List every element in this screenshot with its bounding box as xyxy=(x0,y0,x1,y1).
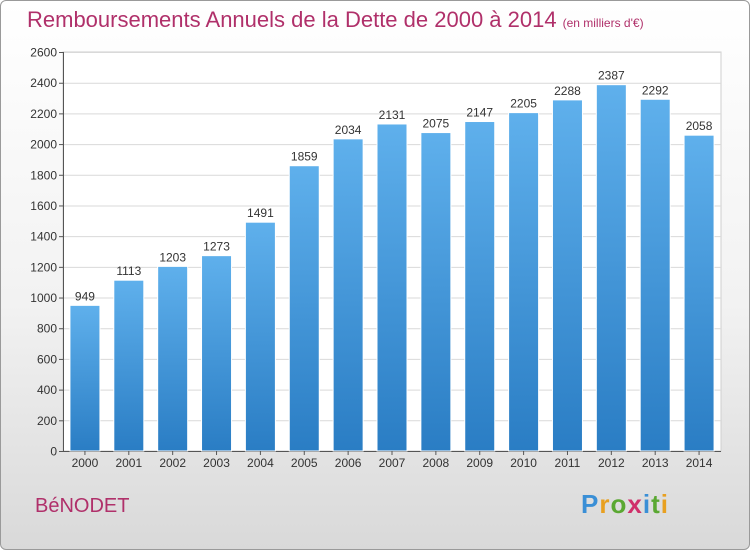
x-tick-label: 2001 xyxy=(115,456,142,470)
y-tick-label: 400 xyxy=(37,383,57,397)
y-tick-label: 1600 xyxy=(30,199,57,213)
bar-value-label: 2075 xyxy=(423,117,450,131)
bar xyxy=(244,221,276,452)
bar xyxy=(508,112,540,452)
bar xyxy=(157,265,189,452)
proxiti-logo: Proxiti xyxy=(581,489,669,520)
y-tick-label: 1800 xyxy=(30,168,57,182)
y-tick-label: 0 xyxy=(50,445,57,459)
y-tick-label: 1200 xyxy=(30,260,57,274)
bar xyxy=(464,121,496,452)
bar-value-label: 1859 xyxy=(291,150,318,164)
y-tick-label: 2600 xyxy=(30,46,57,60)
bar xyxy=(595,84,627,452)
bar xyxy=(113,279,145,452)
x-tick-label: 2010 xyxy=(510,456,537,470)
bar xyxy=(288,165,320,452)
x-tick-label: 2012 xyxy=(598,456,625,470)
logo-letter: t xyxy=(651,489,661,519)
x-tick-label: 2013 xyxy=(642,456,669,470)
x-tick-label: 2009 xyxy=(466,456,493,470)
bar-value-label: 2387 xyxy=(598,69,625,83)
bar-value-label: 1491 xyxy=(247,206,274,220)
bar xyxy=(420,132,452,452)
bar xyxy=(376,123,408,452)
bar-value-label: 1273 xyxy=(203,240,230,254)
bar-value-label: 2034 xyxy=(335,123,362,137)
x-tick-label: 2003 xyxy=(203,456,230,470)
bar-value-label: 2288 xyxy=(554,84,581,98)
bar xyxy=(551,99,583,452)
y-tick-label: 2000 xyxy=(30,138,57,152)
bar-value-label: 2205 xyxy=(510,97,537,111)
bar xyxy=(683,134,715,452)
title-text: Remboursements Annuels de la Dette de 20… xyxy=(27,7,557,32)
chart-subtitle: (en milliers d'€) xyxy=(562,16,644,30)
logo-letter: r xyxy=(599,489,611,519)
logo-letter: x xyxy=(627,489,643,519)
bar-value-label: 949 xyxy=(75,289,95,303)
x-tick-label: 2005 xyxy=(291,456,318,470)
y-tick-label: 600 xyxy=(37,352,57,366)
x-tick-label: 2007 xyxy=(379,456,406,470)
x-tick-label: 2004 xyxy=(247,456,274,470)
bar-value-label: 2147 xyxy=(466,106,493,120)
bar xyxy=(201,255,233,452)
logo-letter: i xyxy=(642,489,652,519)
bar xyxy=(332,138,364,452)
logo-letter: i xyxy=(660,489,669,519)
logo-letter: o xyxy=(610,489,628,519)
x-tick-label: 2006 xyxy=(335,456,362,470)
y-tick-label: 2200 xyxy=(30,107,57,121)
town-name: BéNODET xyxy=(35,495,130,517)
bar-value-label: 2058 xyxy=(686,119,713,133)
bar-value-label: 1113 xyxy=(116,264,141,278)
logo-letter: P xyxy=(581,489,600,519)
y-tick-label: 2400 xyxy=(30,76,57,90)
y-tick-label: 1000 xyxy=(30,291,57,305)
x-tick-label: 2000 xyxy=(72,456,99,470)
x-tick-label: 2014 xyxy=(686,456,713,470)
y-tick-label: 800 xyxy=(37,322,57,336)
bar xyxy=(69,304,101,452)
bar-value-label: 1203 xyxy=(159,250,186,264)
bar-value-label: 2131 xyxy=(379,108,406,122)
chart-title: Remboursements Annuels de la Dette de 20… xyxy=(27,7,644,33)
bar xyxy=(639,98,671,452)
x-tick-label: 2002 xyxy=(159,456,186,470)
bar-value-label: 2292 xyxy=(642,83,669,97)
y-tick-label: 200 xyxy=(37,414,57,428)
x-tick-label: 2011 xyxy=(555,456,581,470)
y-tick-label: 1400 xyxy=(30,230,57,244)
x-tick-label: 2008 xyxy=(423,456,450,470)
